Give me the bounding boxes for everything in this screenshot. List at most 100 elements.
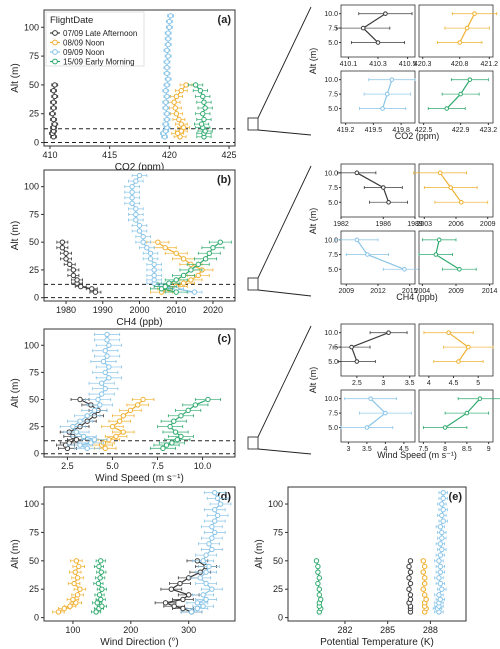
- inset-a-callout-line-top: [257, 6, 312, 119]
- panel-c-series-3-point-1: [163, 442, 170, 448]
- inset-b-series-0-point-0: [386, 199, 391, 205]
- panel-c-series-1-point-7: [116, 418, 123, 424]
- panel-d-xtick-label-2: 300: [181, 625, 196, 635]
- inset-b-series-3-point-1: [433, 252, 439, 257]
- panel-a-series-2-point-21: [166, 24, 173, 30]
- inset-c-xtick-label-3-0: 7.5: [418, 446, 428, 453]
- panel-d-series-2-point-19: [214, 512, 221, 519]
- inset-b-series-2-point-0: [402, 266, 407, 272]
- inset-c-panel-0: 5.07.510.02.533.5: [324, 323, 416, 387]
- panel-c-xtick-label-3: 10.0: [194, 461, 212, 471]
- panel-c-xlabel: Wind Speed (m s⁻¹): [95, 473, 184, 484]
- inset-b-panel-2: 5.0 7.5 10.0 2009 2012 2015: [324, 230, 426, 295]
- panel-d-series-3-point-2: [99, 603, 105, 609]
- inset-b-ylabel: Alt (m): [308, 208, 318, 235]
- panel-d-series-1-point-11: [73, 558, 80, 564]
- panel-a-series-1-point-5: [176, 116, 182, 123]
- inset-b-series-1-point-0: [458, 199, 464, 205]
- panel-b-series-2-point-18: [129, 200, 135, 207]
- panel-d-ytick-label-2: 50: [29, 556, 39, 566]
- panel-a-series-0-point-4: [52, 121, 58, 127]
- panel-e-series-2-point-23: [440, 489, 446, 496]
- panel-b-series-0-point-1: [89, 286, 95, 292]
- inset-b-series-0-point-1: [380, 185, 386, 190]
- panel-b-series-1-point-3: [180, 280, 187, 286]
- panel-b-series-3-point-7: [195, 261, 201, 268]
- panel-e-series-3-point-6: [316, 586, 323, 592]
- panel-c-series-3-point-10: [192, 402, 199, 408]
- panel-d-series-1-point-9: [72, 569, 78, 575]
- panel-b-series-0-point-10: [59, 245, 66, 251]
- panel-e-series-2-point-20: [440, 507, 446, 513]
- panel-d-series-3-point-11: [98, 558, 104, 564]
- panel-e-ytick-label-4: 100: [268, 499, 283, 509]
- panel-e-series-3-point-10: [315, 563, 321, 570]
- panel-d-series-3-point-8: [97, 575, 103, 581]
- panel-d-series-3-point-10: [96, 563, 102, 570]
- panel-a-series-0-point-7: [50, 105, 57, 111]
- panel-b-series-0-point-7: [67, 261, 73, 268]
- panel-a-series-2-point-9: [164, 93, 170, 100]
- inset-b-series-1-point-1: [448, 185, 454, 190]
- panel-b-series-1-point-10: [162, 245, 168, 251]
- inset-a-panel-2: 5.0 7.5 10.0 419.2 419.5 419.8: [324, 70, 416, 134]
- panel-e-series-1-point-10: [422, 563, 428, 570]
- panel-d-series-1-point-5: [74, 592, 81, 598]
- panel-c-series-2-point-4: [80, 433, 87, 440]
- panel-b-series-1-point-8: [180, 256, 187, 262]
- inset-c-callout-box: [247, 436, 259, 450]
- inset-a-ylabel: Alt (m): [308, 48, 318, 75]
- inset-c-series-1-point-0: [456, 359, 461, 364]
- panel-e-series-2-point-13: [439, 546, 445, 553]
- panel-c-series-2-point-15: [106, 375, 112, 381]
- panel-d-series-2-point-4: [203, 596, 209, 603]
- panel-b-series-0-point-4: [74, 277, 80, 283]
- inset-a-panel-2-frame: [340, 70, 416, 124]
- panel-a-series-2-point-16: [165, 53, 171, 59]
- panel-a-series-0-point-6: [49, 111, 56, 117]
- inset-b-xtick-label-2-0: 2009: [338, 288, 354, 295]
- panel-d-series-1-point-6: [77, 586, 83, 592]
- inset-c-xtick-label-1-1: 4.5: [449, 380, 459, 387]
- panel-e-series-0-point-4: [407, 596, 414, 603]
- panel-d-series-3-point-6: [99, 586, 105, 592]
- panel-b-series-2-point-20: [129, 189, 135, 195]
- inset-b-xtick-label-2-2: 2015: [402, 288, 418, 295]
- panel-a-series-1-point-11: [183, 82, 189, 88]
- inset-a-xtick-label-0-0: 410.1: [340, 61, 358, 68]
- panel-d-series-2-point-1: [194, 605, 201, 612]
- panel-b-series-2-point-10: [144, 245, 150, 251]
- panel-e-series-1-point-8: [422, 575, 428, 581]
- panel-d-series-2-point-23: [212, 489, 218, 496]
- panel-d-series-2-point-8: [197, 575, 203, 581]
- inset-b-xtick-label-0-0: 1982: [333, 221, 349, 228]
- panel-a-ytick-label-3: 75: [29, 51, 39, 61]
- panel-b-series-3-point-0: [173, 289, 179, 295]
- panel-a-xtick-label-2: 420: [162, 150, 177, 160]
- panel-a-series-0-point-10: [50, 87, 57, 94]
- panel-c-frame: [43, 328, 236, 458]
- inset-a-panel-1-frame: [418, 4, 494, 58]
- panel-a-series-1-point-9: [173, 93, 180, 100]
- panel-b-series-2-point-19: [129, 195, 135, 201]
- inset-b-xtick-label-3-1: 2009: [448, 288, 464, 295]
- panel-e-series-2-point-8: [436, 575, 442, 581]
- inset-c-panel-2: 5.0 7.5 10.0 3 3.5 4 4.5: [324, 389, 416, 453]
- panel-a-series-2-point-4: [163, 121, 169, 127]
- inset-a-panel-3: 422.5 422.9 423.2: [415, 70, 497, 134]
- panel-c-series-3-point-6: [167, 423, 173, 430]
- panel-b-series-2-point-22: [133, 178, 139, 184]
- panel-b-series-3-point-2: [162, 283, 168, 290]
- panel-c-series-2-point-8: [84, 413, 90, 419]
- panel-c-ytick-label-4: 100: [24, 340, 39, 350]
- panel-c-series-1-point-6: [109, 423, 116, 430]
- panel-c-series-2-point-1: [77, 442, 83, 448]
- legend-title: FlightDate: [50, 15, 93, 26]
- panel-c-series-2-point-12: [98, 391, 105, 397]
- inset-c-xtick-label-2-1: 3.5: [362, 446, 372, 453]
- inset-c-xtick-label-2-3: 4.5: [399, 446, 409, 453]
- inset-a-panel-3-frame: [418, 70, 494, 124]
- panel-e-letter: (e): [449, 491, 463, 503]
- panel-e-series-3-point-4: [318, 596, 324, 603]
- panel-c-series-1-point-0: [102, 445, 108, 452]
